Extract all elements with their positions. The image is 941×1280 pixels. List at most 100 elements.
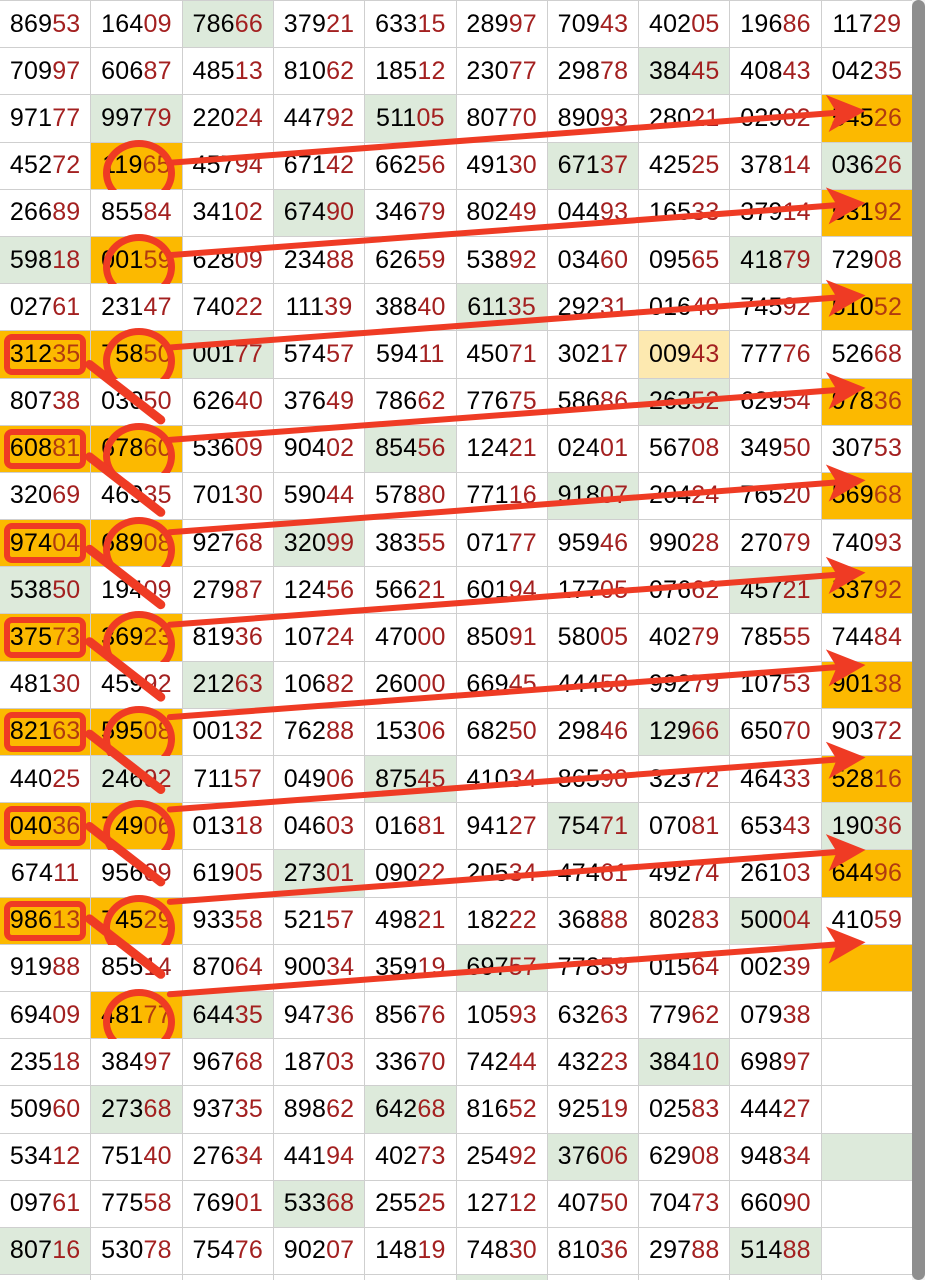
grid-cell[interactable]: 408 43 bbox=[730, 48, 821, 95]
grid-cell[interactable]: 029 02 bbox=[730, 95, 821, 142]
grid-cell[interactable]: 626 59 bbox=[365, 236, 456, 284]
grid-cell[interactable]: 629 54 bbox=[730, 378, 821, 425]
grid-cell[interactable]: 034 60 bbox=[547, 236, 639, 284]
grid-cell[interactable]: 452 72 bbox=[0, 142, 91, 189]
grid-cell[interactable]: 165 33 bbox=[639, 189, 730, 236]
grid-cell[interactable]: 036 26 bbox=[821, 142, 912, 189]
grid-cell[interactable]: 854 56 bbox=[365, 425, 456, 472]
grid-cell[interactable]: 410 59 bbox=[821, 897, 912, 944]
grid-cell[interactable]: 771 16 bbox=[456, 472, 547, 520]
grid-cell[interactable]: 538 92 bbox=[456, 236, 547, 284]
grid-cell[interactable]: 901 38 bbox=[821, 661, 912, 708]
grid-cell[interactable]: 660 90 bbox=[730, 1180, 821, 1227]
grid-cell[interactable]: 469 35 bbox=[91, 472, 182, 520]
grid-cell[interactable]: 107 24 bbox=[273, 614, 365, 661]
grid-cell[interactable]: 785 55 bbox=[730, 614, 821, 661]
grid-cell[interactable]: 674 90 bbox=[273, 189, 365, 236]
grid-cell[interactable]: 263 52 bbox=[639, 378, 730, 425]
grid-cell[interactable]: 441 94 bbox=[273, 1133, 365, 1180]
grid-cell[interactable]: 644 96 bbox=[821, 850, 912, 897]
grid-cell[interactable]: 266 89 bbox=[0, 189, 91, 236]
scrollbar-thumb[interactable] bbox=[912, 0, 925, 1280]
grid-cell[interactable]: 044 93 bbox=[547, 189, 639, 236]
grid-cell[interactable] bbox=[821, 1180, 912, 1227]
grid-cell[interactable]: 235 18 bbox=[0, 1039, 91, 1086]
grid-cell[interactable]: 509 60 bbox=[0, 1086, 91, 1133]
grid-cell[interactable]: 402 73 bbox=[365, 1133, 456, 1180]
grid-cell[interactable]: 642 68 bbox=[365, 1086, 456, 1133]
grid-cell[interactable]: 312 35 bbox=[0, 331, 91, 378]
grid-cell[interactable]: 514 88 bbox=[730, 1227, 821, 1275]
grid-cell[interactable]: 177 05 bbox=[547, 567, 639, 614]
grid-cell[interactable]: 196 86 bbox=[730, 1, 821, 48]
grid-cell[interactable]: 070 81 bbox=[639, 803, 730, 850]
grid-cell[interactable]: 276 34 bbox=[182, 1133, 273, 1180]
grid-cell[interactable]: 669 45 bbox=[456, 661, 547, 708]
grid-cell[interactable]: 097 61 bbox=[0, 1180, 91, 1227]
grid-cell[interactable]: 947 36 bbox=[273, 991, 365, 1039]
grid-cell[interactable]: 807 38 bbox=[0, 378, 91, 425]
grid-cell[interactable]: 042 35 bbox=[821, 48, 912, 95]
grid-cell[interactable]: 194 09 bbox=[91, 567, 182, 614]
grid-cell[interactable]: 533 68 bbox=[273, 1180, 365, 1227]
grid-cell[interactable]: 967 68 bbox=[182, 1039, 273, 1086]
grid-cell[interactable]: 919 88 bbox=[0, 944, 91, 991]
grid-cell[interactable]: 678 60 bbox=[91, 422, 182, 489]
grid-cell[interactable]: 246 92 bbox=[91, 756, 182, 803]
grid-cell[interactable]: 644 35 bbox=[182, 991, 273, 1039]
grid-cell[interactable]: 485 13 bbox=[182, 48, 273, 95]
grid-cell[interactable]: 261 03 bbox=[730, 850, 821, 897]
grid-cell[interactable]: 095 65 bbox=[639, 236, 730, 284]
grid-cell[interactable]: 701 30 bbox=[182, 472, 273, 520]
grid-cell[interactable]: 273 68 bbox=[91, 1086, 182, 1133]
grid-cell[interactable]: 776 75 bbox=[456, 378, 547, 425]
grid-cell[interactable]: 775 58 bbox=[91, 1180, 182, 1227]
grid-cell[interactable]: 662 56 bbox=[365, 142, 456, 189]
grid-cell[interactable]: 046 03 bbox=[273, 803, 365, 850]
grid-cell[interactable]: 574 57 bbox=[273, 331, 365, 378]
grid-cell[interactable]: 369 23 bbox=[91, 611, 182, 678]
grid-cell[interactable]: 009 43 bbox=[639, 331, 730, 378]
grid-cell[interactable]: 786 62 bbox=[365, 378, 456, 425]
grid-cell[interactable]: 444 27 bbox=[730, 1086, 821, 1133]
grid-cell[interactable]: 234 88 bbox=[273, 236, 365, 284]
grid-cell[interactable]: 903 72 bbox=[821, 708, 912, 755]
grid-cell[interactable]: 997 79 bbox=[91, 95, 182, 142]
grid-cell[interactable]: 359 19 bbox=[365, 944, 456, 991]
grid-cell[interactable]: 040 36 bbox=[0, 803, 91, 850]
grid-cell[interactable]: 447 92 bbox=[273, 95, 365, 142]
grid-cell[interactable]: 111 39 bbox=[273, 284, 365, 331]
grid-cell[interactable]: 762 88 bbox=[273, 708, 365, 755]
grid-cell[interactable]: 751 40 bbox=[91, 1133, 182, 1180]
grid-cell[interactable]: 694 09 bbox=[0, 991, 91, 1039]
grid-cell[interactable]: 001 77 bbox=[182, 331, 273, 378]
grid-cell[interactable]: 850 91 bbox=[456, 614, 547, 661]
grid-cell[interactable]: 457 94 bbox=[182, 142, 273, 189]
grid-cell[interactable]: 279 87 bbox=[182, 567, 273, 614]
grid-cell[interactable]: 855 84 bbox=[91, 189, 182, 236]
grid-cell[interactable]: 379 21 bbox=[273, 1, 365, 48]
grid-cell[interactable]: 898 62 bbox=[273, 1086, 365, 1133]
grid-cell[interactable]: 164 09 bbox=[91, 1, 182, 48]
grid-cell[interactable]: 97315 bbox=[0, 1275, 91, 1280]
grid-cell[interactable]: 578 80 bbox=[365, 472, 456, 520]
grid-cell[interactable]: 594 11 bbox=[365, 331, 456, 378]
grid-cell[interactable]: 457 21 bbox=[730, 567, 821, 614]
grid-cell[interactable]: 590 44 bbox=[273, 472, 365, 520]
grid-cell[interactable]: 927 68 bbox=[182, 520, 273, 567]
grid-cell[interactable]: 016 40 bbox=[639, 284, 730, 331]
grid-cell[interactable]: 379 14 bbox=[730, 189, 821, 236]
grid-cell[interactable]: 704 73 bbox=[639, 1180, 730, 1227]
grid-cell[interactable]: 205 34 bbox=[456, 850, 547, 897]
grid-cell[interactable]: 671 42 bbox=[273, 142, 365, 189]
grid-cell[interactable]: 129 66 bbox=[639, 708, 730, 755]
grid-cell[interactable]: 117 29 bbox=[821, 1, 912, 48]
grid-cell[interactable]: 260 00 bbox=[365, 661, 456, 708]
grid-cell[interactable]: 569 68 bbox=[821, 472, 912, 520]
grid-cell[interactable]: 537 92 bbox=[821, 567, 912, 614]
grid-cell[interactable]: 534 12 bbox=[0, 1133, 91, 1180]
grid-cell[interactable]: 255 25 bbox=[365, 1180, 456, 1227]
grid-cell[interactable]: 107 53 bbox=[730, 661, 821, 708]
grid-cell[interactable]: 748 30 bbox=[456, 1227, 547, 1275]
grid-cell[interactable]: 016 81 bbox=[365, 803, 456, 850]
